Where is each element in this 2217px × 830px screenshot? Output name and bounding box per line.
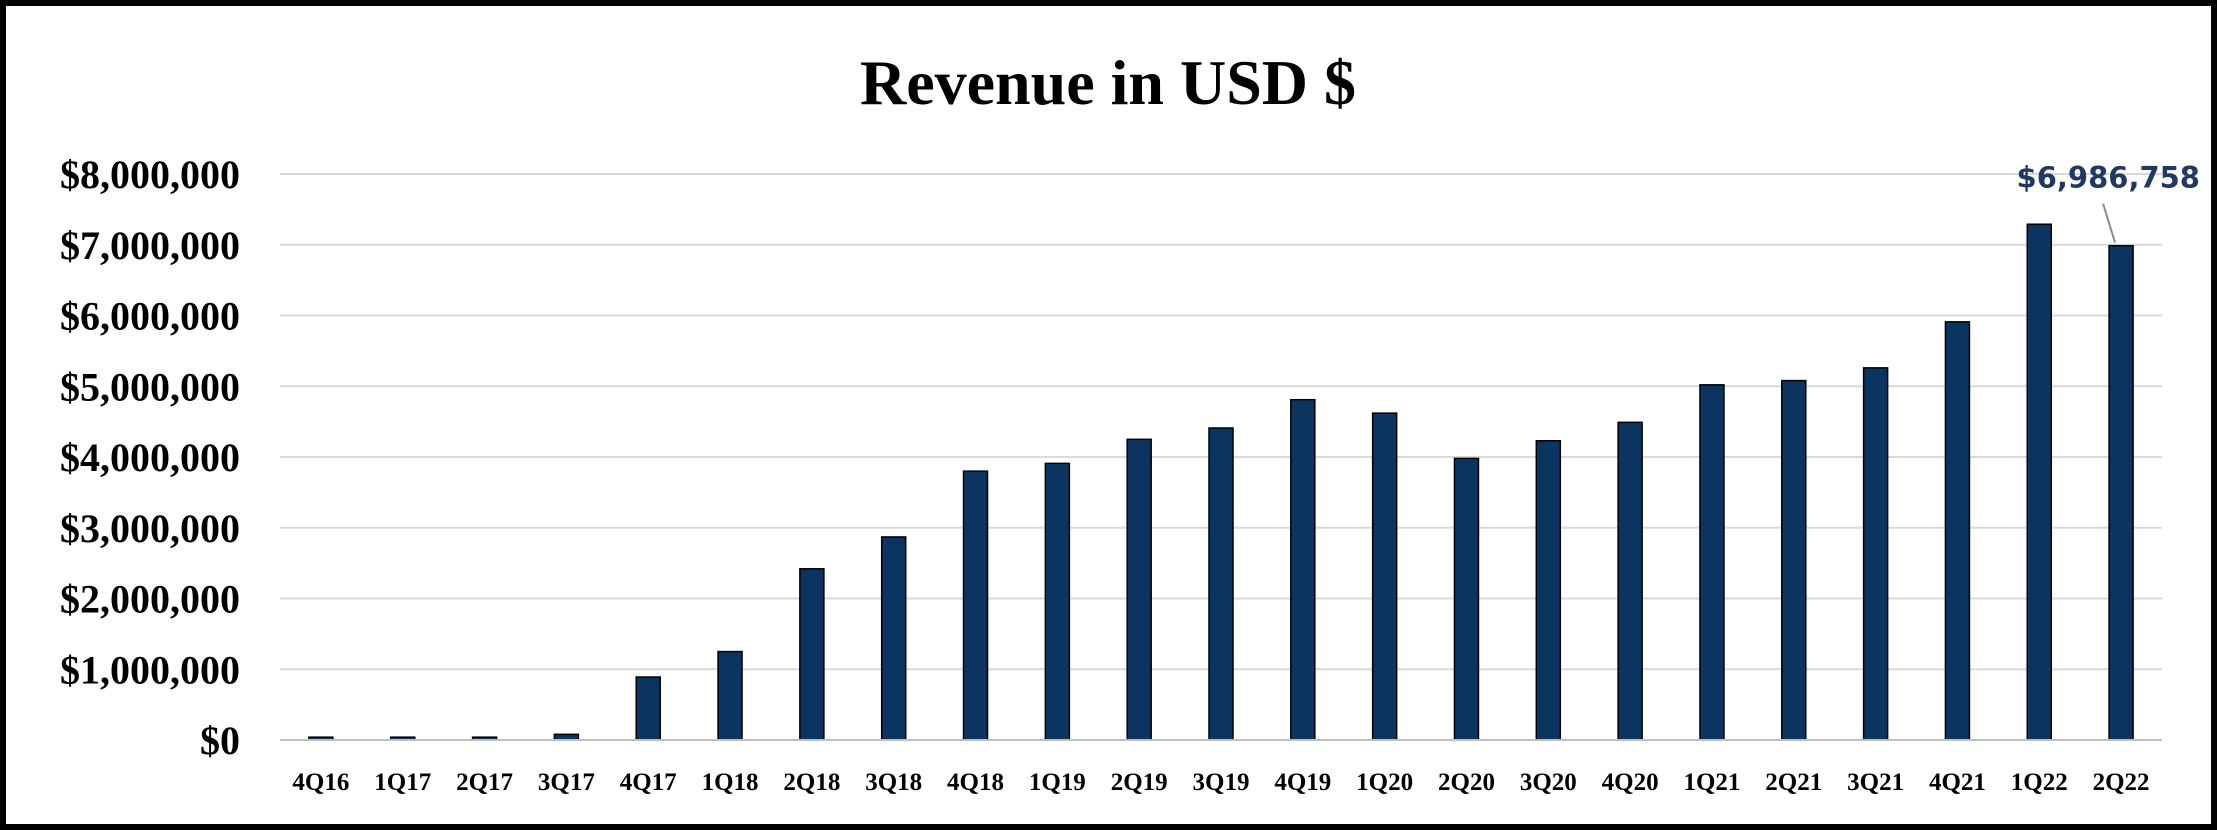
data-label-leader [2102,203,2117,243]
bar-1Q18 [717,650,743,741]
y-tick-label: $1,000,000 [60,647,240,692]
x-tick-label: 1Q20 [1356,769,1413,796]
data-label: $6,986,758 [2017,161,2200,195]
x-tick-label: 2Q19 [1111,769,1168,796]
x-tick-label: 4Q16 [292,769,349,796]
x-tick-label: 2Q21 [1765,769,1822,796]
bar-3Q19 [1208,427,1234,741]
bar-3Q18 [880,536,907,741]
bar-1Q20 [1371,412,1398,741]
x-tick-label: 4Q19 [1274,769,1331,796]
bar-4Q19 [1290,398,1316,741]
bar-3Q20 [1535,439,1562,741]
bar-2Q20 [1453,457,1480,741]
y-tick-label: $4,000,000 [60,435,240,480]
x-tick-label: 3Q20 [1520,769,1577,796]
x-tick-label: 3Q17 [538,769,595,796]
bar-1Q22 [2026,223,2053,741]
annotations: $6,986,758 [2017,161,2200,243]
bar-4Q21 [1944,321,1971,741]
x-tick-label: 2Q17 [456,769,513,796]
x-axis-tick-labels: 4Q16 1Q17 2Q17 3Q17 4Q17 1Q18 2Q18 3Q18 4Q18 1Q19… [292,769,2149,796]
x-tick-label: 3Q18 [865,769,922,796]
y-tick-label: $6,000,000 [60,294,240,339]
x-tick-label: 4Q20 [1602,769,1659,796]
bar-4Q18 [962,470,989,741]
y-tick-label: $5,000,000 [60,364,240,409]
x-tick-label: 2Q22 [2093,769,2150,796]
bar-4Q17 [635,676,661,741]
y-tick-label: $0 [200,718,240,763]
bar-1Q19 [1044,462,1071,741]
x-tick-label: 1Q18 [702,769,759,796]
y-tick-label: $8,000,000 [60,152,240,197]
x-tick-label: 1Q19 [1029,769,1086,796]
bar-2Q19 [1126,438,1152,741]
bar-2Q18 [799,568,825,741]
bars [308,223,2134,741]
x-tick-label: 1Q21 [1683,769,1740,796]
x-tick-label: 3Q19 [1193,769,1250,796]
chart-title: Revenue in USD $ [860,47,1356,118]
y-axis-tick-labels: $0 $1,000,000 $2,000,000 $3,000,000 $4,000,0… [60,152,240,763]
bar-3Q21 [1862,367,1889,741]
y-tick-label: $2,000,000 [60,577,240,622]
x-tick-label: 2Q20 [1438,769,1495,796]
bar-2Q21 [1781,379,1807,741]
x-tick-label: 4Q21 [1929,769,1986,796]
bar-1Q21 [1699,384,1725,741]
x-tick-label: 2Q18 [783,769,840,796]
bar-2Q22 [2108,244,2134,741]
x-tick-label: 4Q18 [947,769,1004,796]
y-tick-label: $3,000,000 [60,506,240,551]
y-tick-label: $7,000,000 [60,223,240,268]
x-tick-label: 1Q17 [374,769,431,796]
gridlines [280,173,2162,671]
x-tick-label: 1Q22 [2011,769,2068,796]
x-tick-label: 4Q17 [620,769,677,796]
bar-4Q20 [1617,421,1643,741]
x-tick-label: 3Q21 [1847,769,1904,796]
